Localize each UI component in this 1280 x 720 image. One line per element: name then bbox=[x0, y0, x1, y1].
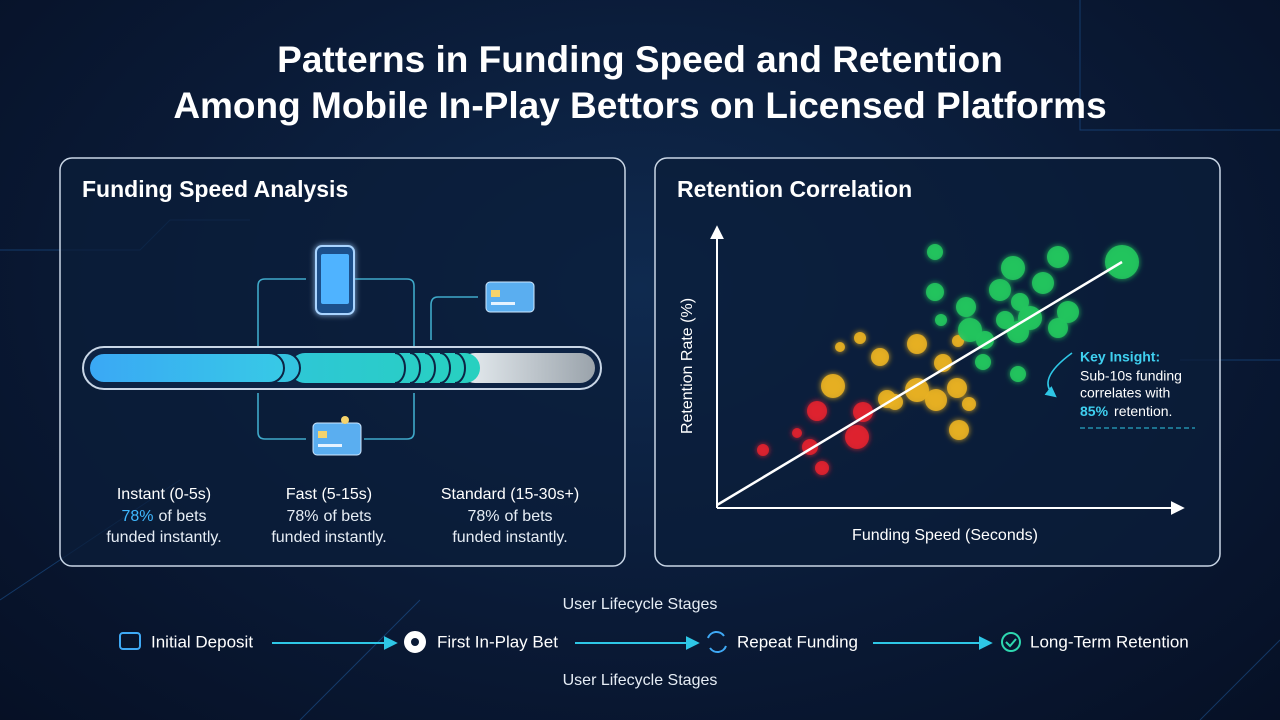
stage-label: Initial Deposit bbox=[151, 632, 253, 651]
scatter-dot bbox=[815, 461, 829, 475]
tier-stat: of bets bbox=[505, 508, 553, 525]
title: Among Mobile In-Play Bettors on Licensed… bbox=[173, 85, 1106, 126]
tier-stat: funded instantly. bbox=[271, 529, 386, 546]
insight-heading: Key Insight: bbox=[1080, 349, 1160, 365]
tier-label: Fast (5-15s) bbox=[286, 486, 372, 503]
scatter-dot bbox=[927, 244, 943, 260]
lifecycle-stages: Initial Deposit First In-Play Bet Repeat F… bbox=[151, 632, 1189, 651]
panel-title: Funding Speed Analysis bbox=[82, 176, 348, 202]
scatter-dot bbox=[926, 283, 944, 301]
scatter-dot bbox=[947, 378, 967, 398]
scatter-dot bbox=[975, 354, 991, 370]
x-axis-label: Funding Speed (Seconds) bbox=[852, 527, 1038, 544]
scatter-dot bbox=[871, 348, 889, 366]
scatter-dot bbox=[952, 335, 964, 347]
lifecycle-title: User Lifecycle Stages bbox=[563, 672, 718, 689]
scatter-dot bbox=[925, 389, 947, 411]
scatter-dot bbox=[807, 401, 827, 421]
phone-icon bbox=[315, 245, 355, 315]
stage-label: Long-Term Retention bbox=[1030, 632, 1189, 651]
scatter-dot bbox=[1048, 318, 1068, 338]
scatter-dots bbox=[757, 244, 1139, 475]
scatter-dot bbox=[1057, 301, 1079, 323]
scatter-dot bbox=[949, 420, 969, 440]
scatter-dot bbox=[905, 378, 929, 402]
scatter-dot bbox=[792, 428, 802, 438]
insight-arrow bbox=[1044, 352, 1073, 398]
tier-highlight: 78% bbox=[467, 508, 499, 525]
scatter-dot bbox=[853, 402, 873, 422]
y-axis-label: Retention Rate (%) bbox=[679, 298, 696, 434]
lifecycle-icons bbox=[119, 631, 1021, 653]
scatter-dot bbox=[907, 334, 927, 354]
card-icon bbox=[485, 281, 535, 313]
scatter-dot bbox=[1010, 366, 1026, 382]
scatter-dot bbox=[989, 279, 1011, 301]
lifecycle-title: User Lifecycle Stages bbox=[563, 596, 718, 613]
tier-stat: 78% of bets bbox=[121, 508, 206, 525]
tiers: Instant (0-5s) 78% of bets funded instantly… bbox=[106, 486, 579, 546]
scatter-dot bbox=[821, 374, 845, 398]
tier-stat: funded instantly. bbox=[106, 529, 221, 546]
scatter-dot bbox=[1001, 256, 1025, 280]
scatter-dot bbox=[976, 331, 994, 349]
card-icon bbox=[312, 416, 362, 456]
tier-stat: funded instantly. bbox=[452, 529, 567, 546]
scatter-dot bbox=[958, 318, 982, 342]
scatter-dot bbox=[1047, 246, 1069, 268]
insight-highlight: 85% bbox=[1080, 403, 1109, 419]
scatter-dot bbox=[996, 311, 1014, 329]
trend-line bbox=[716, 260, 1123, 507]
scatter-dot bbox=[854, 332, 866, 344]
title: Patterns in Funding Speed and Retention bbox=[277, 39, 1003, 80]
panel-title: Retention Correlation bbox=[677, 176, 912, 202]
tier-highlight: 78% bbox=[286, 508, 318, 525]
tier-stat: 78% of bets bbox=[286, 508, 371, 525]
insight-text: retention. bbox=[1114, 403, 1172, 419]
scatter-dot bbox=[956, 297, 976, 317]
tier-label: Standard (15-30s+) bbox=[441, 486, 579, 503]
scatter-dot bbox=[962, 397, 976, 411]
scatter-dot bbox=[835, 342, 845, 352]
tier-stat: of bets bbox=[324, 508, 372, 525]
scatter-dot bbox=[887, 394, 903, 410]
speed-bar bbox=[82, 346, 602, 390]
insight-text: Sub-10s funding bbox=[1080, 368, 1182, 384]
stage-label: Repeat Funding bbox=[737, 632, 858, 651]
scatter-dot bbox=[1032, 272, 1054, 294]
tier-stat: 78% of bets bbox=[467, 508, 552, 525]
scatter-dot bbox=[1011, 293, 1029, 311]
insight-text: correlates with bbox=[1080, 385, 1170, 401]
connectors bbox=[257, 278, 478, 440]
tier-stat: of bets bbox=[159, 508, 207, 525]
insight-text: 85% retention. bbox=[1080, 403, 1172, 419]
tier-highlight: 78% bbox=[121, 508, 153, 525]
stage-label: First In-Play Bet bbox=[437, 632, 558, 651]
scatter-dot bbox=[757, 444, 769, 456]
scatter-dot bbox=[935, 314, 947, 326]
tier-label: Instant (0-5s) bbox=[117, 486, 211, 503]
scatter-dot bbox=[845, 425, 869, 449]
